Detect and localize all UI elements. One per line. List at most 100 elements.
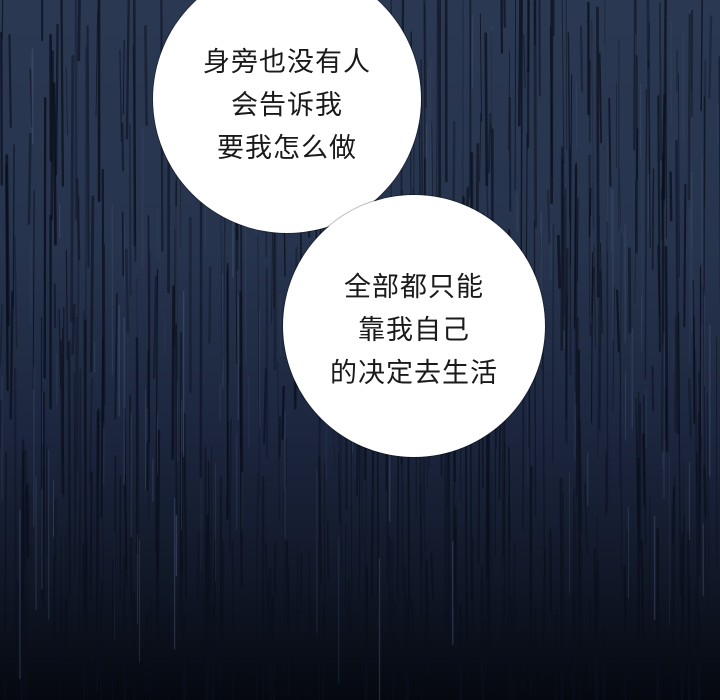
streak-line bbox=[549, 528, 553, 612]
streak-line bbox=[406, 596, 410, 700]
bubble-2-line-2: 靠我自己 bbox=[358, 314, 470, 346]
streak-line bbox=[425, 560, 430, 671]
streak-line bbox=[364, 453, 367, 700]
streak-line bbox=[619, 351, 623, 600]
streak-line bbox=[128, 123, 132, 296]
streak-line bbox=[608, 97, 612, 187]
streak-line bbox=[89, 378, 93, 483]
streak-line bbox=[687, 13, 692, 201]
streak-line bbox=[322, 606, 325, 700]
streak-line bbox=[58, 308, 62, 387]
streak-line bbox=[281, 385, 285, 440]
streak-line bbox=[515, 604, 517, 700]
streak-line bbox=[257, 236, 260, 496]
streak-line bbox=[598, 270, 602, 431]
streak-line bbox=[52, 82, 57, 246]
bubble-2-line-1: 全部都只能 bbox=[344, 271, 484, 303]
streak-line bbox=[588, 187, 592, 238]
streak-line bbox=[183, 412, 188, 599]
streak-line bbox=[65, 249, 68, 360]
streak-line bbox=[703, 288, 707, 585]
streak-line bbox=[665, 0, 667, 239]
streak-line bbox=[651, 168, 655, 271]
streak-line bbox=[50, 50, 54, 221]
streak-line bbox=[707, 393, 710, 609]
streak-line bbox=[156, 429, 161, 573]
streak-line bbox=[484, 492, 488, 680]
streak-line bbox=[12, 144, 15, 310]
streak-line bbox=[269, 567, 272, 700]
streak-line bbox=[541, 576, 544, 700]
streak-line bbox=[59, 535, 62, 700]
streak-line bbox=[674, 316, 678, 433]
streak-line bbox=[514, 0, 517, 191]
streak-line bbox=[171, 285, 175, 460]
streak-line bbox=[229, 418, 232, 553]
streak-line bbox=[468, 0, 472, 199]
streak-line bbox=[489, 472, 493, 700]
streak-line bbox=[657, 95, 661, 353]
streak-line bbox=[525, 133, 528, 280]
streak-line bbox=[641, 569, 644, 628]
streak-line bbox=[700, 0, 703, 112]
streak-line bbox=[661, 154, 665, 452]
streak-line bbox=[226, 262, 230, 519]
streak-line bbox=[596, 559, 600, 700]
streak-line bbox=[210, 606, 215, 700]
bubble-1-line-2: 会告诉我 bbox=[231, 89, 343, 121]
streak-line bbox=[4, 451, 7, 700]
streak-line bbox=[0, 399, 3, 450]
streak-line bbox=[630, 575, 632, 700]
streak-line bbox=[589, 60, 591, 143]
streak-line bbox=[549, 26, 553, 179]
streak-line bbox=[518, 0, 522, 127]
streak-line bbox=[100, 581, 103, 700]
streak-line bbox=[690, 9, 694, 118]
streak-line bbox=[565, 296, 568, 361]
streak-line bbox=[651, 365, 655, 412]
streak-line bbox=[508, 50, 510, 151]
streak-line bbox=[671, 485, 676, 545]
streak-line bbox=[500, 0, 503, 54]
streak-line bbox=[523, 34, 526, 89]
streak-line bbox=[326, 520, 330, 582]
streak-line bbox=[101, 168, 105, 429]
streak-line bbox=[604, 0, 606, 149]
streak-line bbox=[27, 132, 32, 226]
streak-line bbox=[168, 612, 170, 700]
streak-line bbox=[542, 314, 546, 588]
streak-line bbox=[562, 492, 564, 700]
streak-line bbox=[13, 367, 17, 649]
streak-line bbox=[5, 154, 10, 327]
streak-line bbox=[287, 566, 290, 698]
streak-line bbox=[85, 523, 89, 586]
streak-line bbox=[240, 208, 244, 472]
streak-line bbox=[26, 483, 30, 558]
streak-line bbox=[569, 73, 573, 266]
streak-line bbox=[84, 565, 88, 629]
streak-line bbox=[213, 539, 216, 681]
streak-line bbox=[555, 608, 558, 700]
streak-line bbox=[626, 529, 630, 601]
streak-line bbox=[59, 340, 64, 495]
streak-line bbox=[675, 139, 680, 435]
streak-line bbox=[502, 588, 505, 700]
streak-line bbox=[111, 559, 114, 700]
streak-line bbox=[95, 11, 98, 117]
streak-line bbox=[327, 623, 329, 700]
streak-line bbox=[677, 311, 682, 596]
streak-line bbox=[484, 32, 489, 187]
streak-line bbox=[82, 543, 85, 700]
streak-line bbox=[43, 96, 47, 379]
streak-line bbox=[661, 93, 666, 201]
streak-line bbox=[365, 566, 369, 700]
streak-line bbox=[561, 158, 566, 331]
bubble-1-line-1: 身旁也没有人 bbox=[203, 46, 371, 78]
streak-line bbox=[121, 211, 125, 277]
streak-line bbox=[636, 391, 640, 509]
streak-line bbox=[565, 247, 569, 444]
streak-line bbox=[703, 465, 708, 519]
streak-line bbox=[575, 317, 579, 497]
streak-line bbox=[569, 145, 572, 375]
